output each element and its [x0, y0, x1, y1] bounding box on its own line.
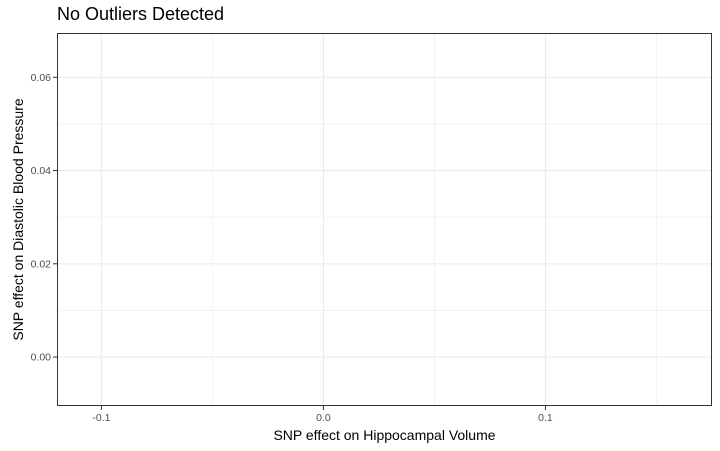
plot-panel-border: [57, 33, 712, 406]
y-tick-label: 0.00: [31, 352, 52, 364]
plot-panel: [57, 33, 712, 406]
y-tick-label: 0.04: [31, 165, 52, 177]
x-axis-title: SNP effect on Hippocampal Volume: [273, 427, 495, 443]
y-tick-label: 0.06: [31, 72, 52, 84]
x-tick-label: -0.1: [92, 412, 110, 424]
y-axis-ticks: 0.00 0.02 0.04 0.06: [31, 72, 57, 364]
minor-gridlines: [57, 33, 712, 406]
x-tick-label: 0.1: [538, 412, 553, 424]
y-tick-label: 0.02: [31, 258, 52, 270]
x-tick-label: 0.0: [316, 412, 331, 424]
x-axis-ticks: -0.1 0.0 0.1: [92, 406, 553, 424]
major-gridlines: [57, 33, 712, 406]
chart-title: No Outliers Detected: [57, 4, 225, 24]
y-axis-title: SNP effect on Diastolic Blood Pressure: [10, 98, 26, 340]
